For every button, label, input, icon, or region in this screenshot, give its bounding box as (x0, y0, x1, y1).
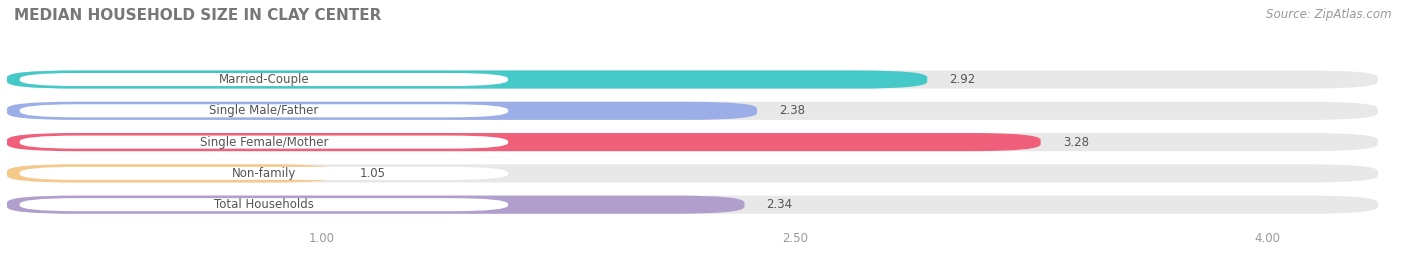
FancyBboxPatch shape (7, 102, 756, 120)
Text: MEDIAN HOUSEHOLD SIZE IN CLAY CENTER: MEDIAN HOUSEHOLD SIZE IN CLAY CENTER (14, 8, 381, 23)
FancyBboxPatch shape (7, 164, 1378, 182)
Text: Single Male/Father: Single Male/Father (209, 104, 319, 117)
Text: 2.92: 2.92 (949, 73, 976, 86)
FancyBboxPatch shape (7, 133, 1378, 151)
FancyBboxPatch shape (7, 133, 1040, 151)
FancyBboxPatch shape (7, 102, 1378, 120)
FancyBboxPatch shape (20, 73, 508, 86)
Text: Source: ZipAtlas.com: Source: ZipAtlas.com (1267, 8, 1392, 21)
FancyBboxPatch shape (7, 70, 927, 89)
Text: Total Households: Total Households (214, 198, 314, 211)
FancyBboxPatch shape (20, 198, 508, 211)
FancyBboxPatch shape (20, 136, 508, 149)
Text: 1.05: 1.05 (360, 167, 387, 180)
Text: Single Female/Mother: Single Female/Mother (200, 136, 328, 148)
Text: 2.34: 2.34 (766, 198, 793, 211)
Text: 3.28: 3.28 (1063, 136, 1088, 148)
FancyBboxPatch shape (7, 196, 1378, 214)
FancyBboxPatch shape (20, 167, 508, 180)
Text: Married-Couple: Married-Couple (218, 73, 309, 86)
FancyBboxPatch shape (20, 104, 508, 117)
Text: 2.38: 2.38 (779, 104, 806, 117)
FancyBboxPatch shape (7, 164, 337, 182)
FancyBboxPatch shape (7, 196, 744, 214)
Text: Non-family: Non-family (232, 167, 297, 180)
FancyBboxPatch shape (7, 70, 1378, 89)
